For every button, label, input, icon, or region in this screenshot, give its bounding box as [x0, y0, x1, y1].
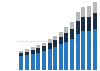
Bar [76, 34, 80, 70]
Bar [59, 32, 63, 37]
Bar [59, 44, 63, 70]
Bar [25, 52, 29, 55]
Bar [59, 37, 63, 44]
Bar [70, 22, 74, 29]
Bar [48, 39, 52, 43]
Bar [31, 54, 35, 70]
Bar [93, 29, 97, 70]
Bar [53, 47, 57, 70]
Bar [76, 12, 80, 21]
Bar [25, 55, 29, 70]
Bar [36, 45, 40, 48]
Bar [70, 39, 74, 70]
Bar [53, 40, 57, 47]
Bar [81, 17, 85, 31]
Bar [42, 43, 46, 46]
Bar [42, 46, 46, 51]
Bar [19, 51, 23, 53]
Bar [19, 53, 23, 56]
Bar [42, 51, 46, 70]
Bar [70, 29, 74, 39]
Bar [64, 33, 69, 42]
Bar [87, 17, 91, 31]
Bar [76, 21, 80, 34]
Bar [87, 6, 91, 17]
Bar [53, 36, 57, 40]
Bar [93, 2, 97, 13]
Bar [36, 48, 40, 53]
Bar [48, 43, 52, 49]
Bar [81, 7, 85, 17]
Bar [81, 31, 85, 70]
Bar [93, 13, 97, 29]
Bar [48, 49, 52, 70]
Bar [87, 31, 91, 70]
Bar [25, 49, 29, 52]
Bar [31, 47, 35, 50]
Bar [64, 42, 69, 70]
Bar [31, 50, 35, 54]
Bar [19, 56, 23, 70]
Bar [36, 53, 40, 70]
Bar [64, 27, 69, 33]
